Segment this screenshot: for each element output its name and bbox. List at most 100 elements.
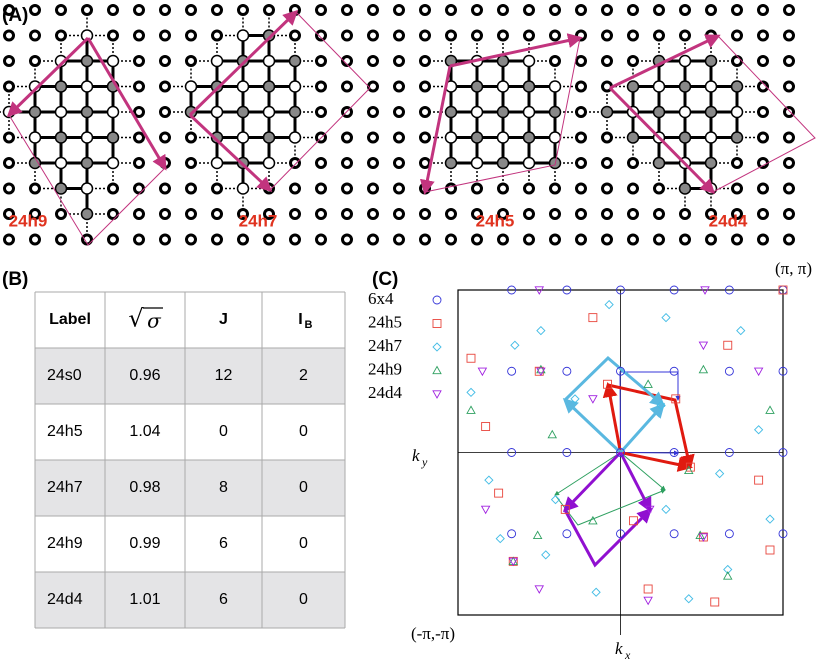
point	[616, 366, 625, 376]
reciprocal-vector	[563, 507, 653, 568]
site	[549, 208, 561, 220]
site	[653, 233, 665, 246]
cluster-site	[28, 156, 42, 170]
site	[575, 233, 587, 246]
site	[575, 4, 587, 16]
site	[419, 157, 431, 169]
point	[778, 285, 788, 295]
site	[263, 4, 275, 16]
point	[669, 448, 679, 457]
site	[55, 29, 67, 42]
point	[481, 422, 491, 431]
table-cell: 24h5	[47, 423, 83, 440]
panel-a: 24h9 24h7 24h5 24d4	[0, 4, 816, 246]
table-row-bg	[35, 404, 345, 460]
cluster-site	[106, 105, 120, 119]
site	[783, 4, 795, 16]
site	[211, 233, 223, 246]
site	[3, 233, 15, 246]
site	[783, 106, 795, 118]
site	[315, 233, 327, 246]
cluster-site	[106, 131, 120, 144]
reciprocal-vector	[619, 402, 666, 454]
point	[765, 405, 775, 414]
point	[507, 529, 517, 539]
cluster-site	[184, 80, 198, 93]
point	[562, 448, 572, 457]
point	[536, 325, 546, 336]
site	[783, 157, 795, 169]
point	[714, 468, 725, 479]
site	[29, 233, 41, 246]
cluster-site	[652, 156, 666, 170]
site	[185, 157, 197, 169]
point	[547, 429, 558, 439]
panel-label: (B)	[2, 269, 28, 290]
table-header: Label	[49, 311, 91, 328]
point	[541, 550, 551, 560]
point	[700, 286, 710, 295]
cluster-site	[470, 156, 484, 170]
site	[627, 157, 639, 169]
cluster-site	[106, 54, 120, 68]
cluster-site	[236, 131, 250, 144]
site	[393, 4, 405, 16]
point	[722, 571, 733, 580]
site	[731, 182, 743, 195]
site	[419, 80, 431, 93]
site	[55, 233, 67, 246]
point	[616, 285, 625, 295]
cluster-site	[522, 131, 536, 144]
table-header: I	[298, 311, 302, 328]
site	[3, 55, 15, 67]
vector-arrow	[6, 36, 90, 118]
site	[367, 80, 379, 93]
point	[684, 594, 694, 604]
cluster-site	[730, 80, 744, 93]
site	[653, 29, 665, 42]
site	[523, 182, 535, 195]
cluster-site	[548, 131, 562, 144]
site	[237, 208, 249, 220]
site	[315, 55, 327, 67]
site	[185, 55, 197, 67]
point	[588, 313, 598, 323]
site	[341, 233, 353, 246]
site	[653, 208, 665, 220]
cluster-site	[496, 131, 510, 144]
cluster-site	[80, 156, 94, 170]
table-cell: 0	[299, 591, 308, 608]
site	[757, 29, 769, 42]
site	[627, 4, 639, 16]
vector-arrow	[608, 86, 716, 195]
site	[159, 29, 171, 42]
point	[685, 462, 695, 472]
cluster-site	[236, 29, 250, 42]
site	[107, 29, 119, 42]
site	[263, 233, 275, 246]
table-cell: 6	[219, 591, 228, 608]
site	[367, 106, 379, 118]
table-cell: 2	[299, 367, 308, 384]
supercell-edge	[712, 35, 816, 193]
cluster-site	[730, 131, 744, 144]
site	[159, 80, 171, 93]
cluster-site	[600, 105, 614, 119]
site	[133, 208, 145, 220]
vector-arrow	[86, 37, 167, 171]
table-row-bg	[35, 348, 345, 404]
point	[603, 379, 612, 389]
cluster-site	[210, 156, 224, 170]
table-row-bg	[35, 460, 345, 516]
supercell-edge	[424, 37, 581, 193]
table-cell: 8	[219, 479, 228, 496]
cluster-site	[522, 105, 536, 119]
point	[466, 353, 476, 363]
site	[575, 208, 587, 220]
point	[698, 533, 709, 542]
site	[523, 233, 535, 246]
site	[757, 4, 769, 16]
cluster-site	[288, 131, 302, 144]
site	[367, 131, 379, 144]
cluster-site	[80, 54, 94, 68]
